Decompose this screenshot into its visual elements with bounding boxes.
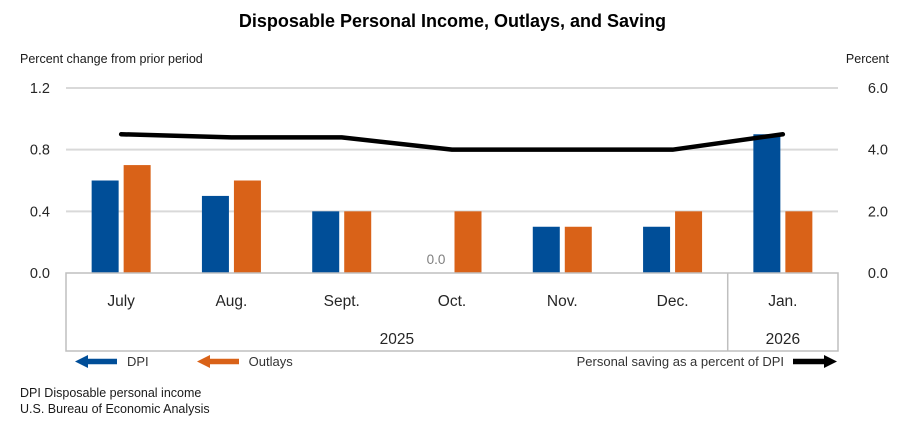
x-axis-label: Jan. (768, 293, 797, 310)
right-axis-caption: Percent (845, 52, 889, 66)
bar-outlays-nov (564, 226, 592, 273)
bar-outlays-dec (675, 211, 703, 273)
saving-right-arrow-icon (793, 354, 837, 368)
y-axis-tick-right: 0.0 (868, 266, 888, 282)
bar-dpi-july (91, 180, 119, 273)
left-axis-caption: Percent change from prior period (20, 52, 203, 66)
zero-value-label: 0.0 (427, 252, 446, 267)
legend-label-outlays: Outlays (248, 353, 293, 369)
bar-dpi-nov (532, 226, 560, 273)
x-axis-label: Oct. (438, 293, 466, 310)
category-axis-box (65, 272, 839, 352)
x-axis-label: Nov. (547, 293, 578, 310)
x-axis-label: July (107, 293, 135, 310)
bar-dpi-aug (201, 195, 229, 273)
legend-label-dpi: DPI (127, 353, 149, 369)
dpi-left-arrow-icon (75, 354, 117, 368)
bar-outlays-jan (785, 211, 813, 273)
legend-saving: Personal saving as a percent of DPI (577, 352, 837, 370)
y-axis-tick-right: 4.0 (868, 143, 888, 159)
y-axis-tick-right: 6.0 (868, 81, 888, 97)
bar-dpi-dec (643, 226, 671, 273)
y-axis-tick-left: 0.8 (30, 143, 50, 159)
y-axis-tick-left: 0.0 (30, 266, 50, 282)
legend-label-saving: Personal saving as a percent of DPI (576, 353, 784, 369)
saving-rate-line (118, 132, 786, 152)
bar-dpi-jan (753, 134, 781, 273)
bar-outlays-sept (344, 211, 372, 273)
bar-dpi-sept (312, 211, 340, 273)
legend-item-outlays: Outlays (196, 353, 293, 369)
outlays-left-arrow-icon (196, 354, 239, 368)
x-axis-label: Sept. (324, 293, 360, 310)
legend-item-dpi: DPI (75, 354, 149, 369)
footnote-source: U.S. Bureau of Economic Analysis (20, 401, 210, 416)
legend: DPI Outlays (75, 352, 293, 370)
bar-outlays-oct (454, 211, 482, 273)
y-axis-tick-left: 0.4 (30, 204, 50, 220)
x-axis-label: Dec. (657, 293, 689, 310)
footnote-dpi-definition: DPI Disposable personal income (20, 386, 202, 400)
y-axis-tick-left: 1.2 (30, 81, 50, 97)
footnotes: DPI Disposable personal income U.S. Bure… (20, 386, 210, 417)
bar-outlays-july (123, 165, 151, 273)
year-label: 2025 (380, 331, 414, 348)
chart-title: Disposable Personal Income, Outlays, and… (238, 11, 667, 31)
x-axis-label: Aug. (215, 293, 247, 310)
year-label: 2026 (766, 331, 800, 348)
bar-outlays-aug (233, 180, 261, 273)
y-axis-tick-right: 2.0 (868, 204, 888, 220)
